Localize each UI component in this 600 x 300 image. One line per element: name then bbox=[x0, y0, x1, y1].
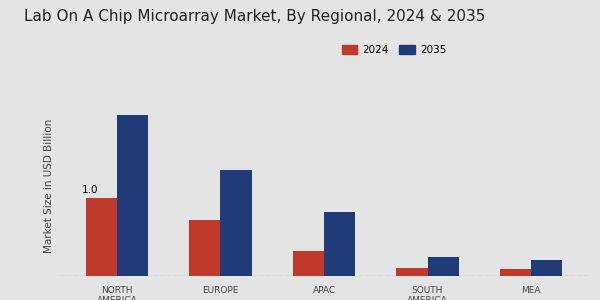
Text: Lab On A Chip Microarray Market, By Regional, 2024 & 2035: Lab On A Chip Microarray Market, By Regi… bbox=[24, 9, 485, 24]
Bar bbox=[500, 269, 531, 276]
Bar bbox=[190, 220, 220, 276]
Bar bbox=[531, 260, 562, 276]
Bar bbox=[86, 198, 117, 276]
Bar bbox=[428, 257, 458, 276]
Bar bbox=[324, 212, 355, 276]
Legend: 2024, 2035: 2024, 2035 bbox=[338, 41, 451, 59]
Bar bbox=[117, 115, 148, 276]
Bar bbox=[293, 251, 324, 276]
Bar bbox=[220, 170, 251, 276]
Text: 1.0: 1.0 bbox=[82, 185, 98, 195]
Y-axis label: Market Size in USD Billion: Market Size in USD Billion bbox=[44, 119, 55, 253]
Bar bbox=[397, 268, 428, 276]
